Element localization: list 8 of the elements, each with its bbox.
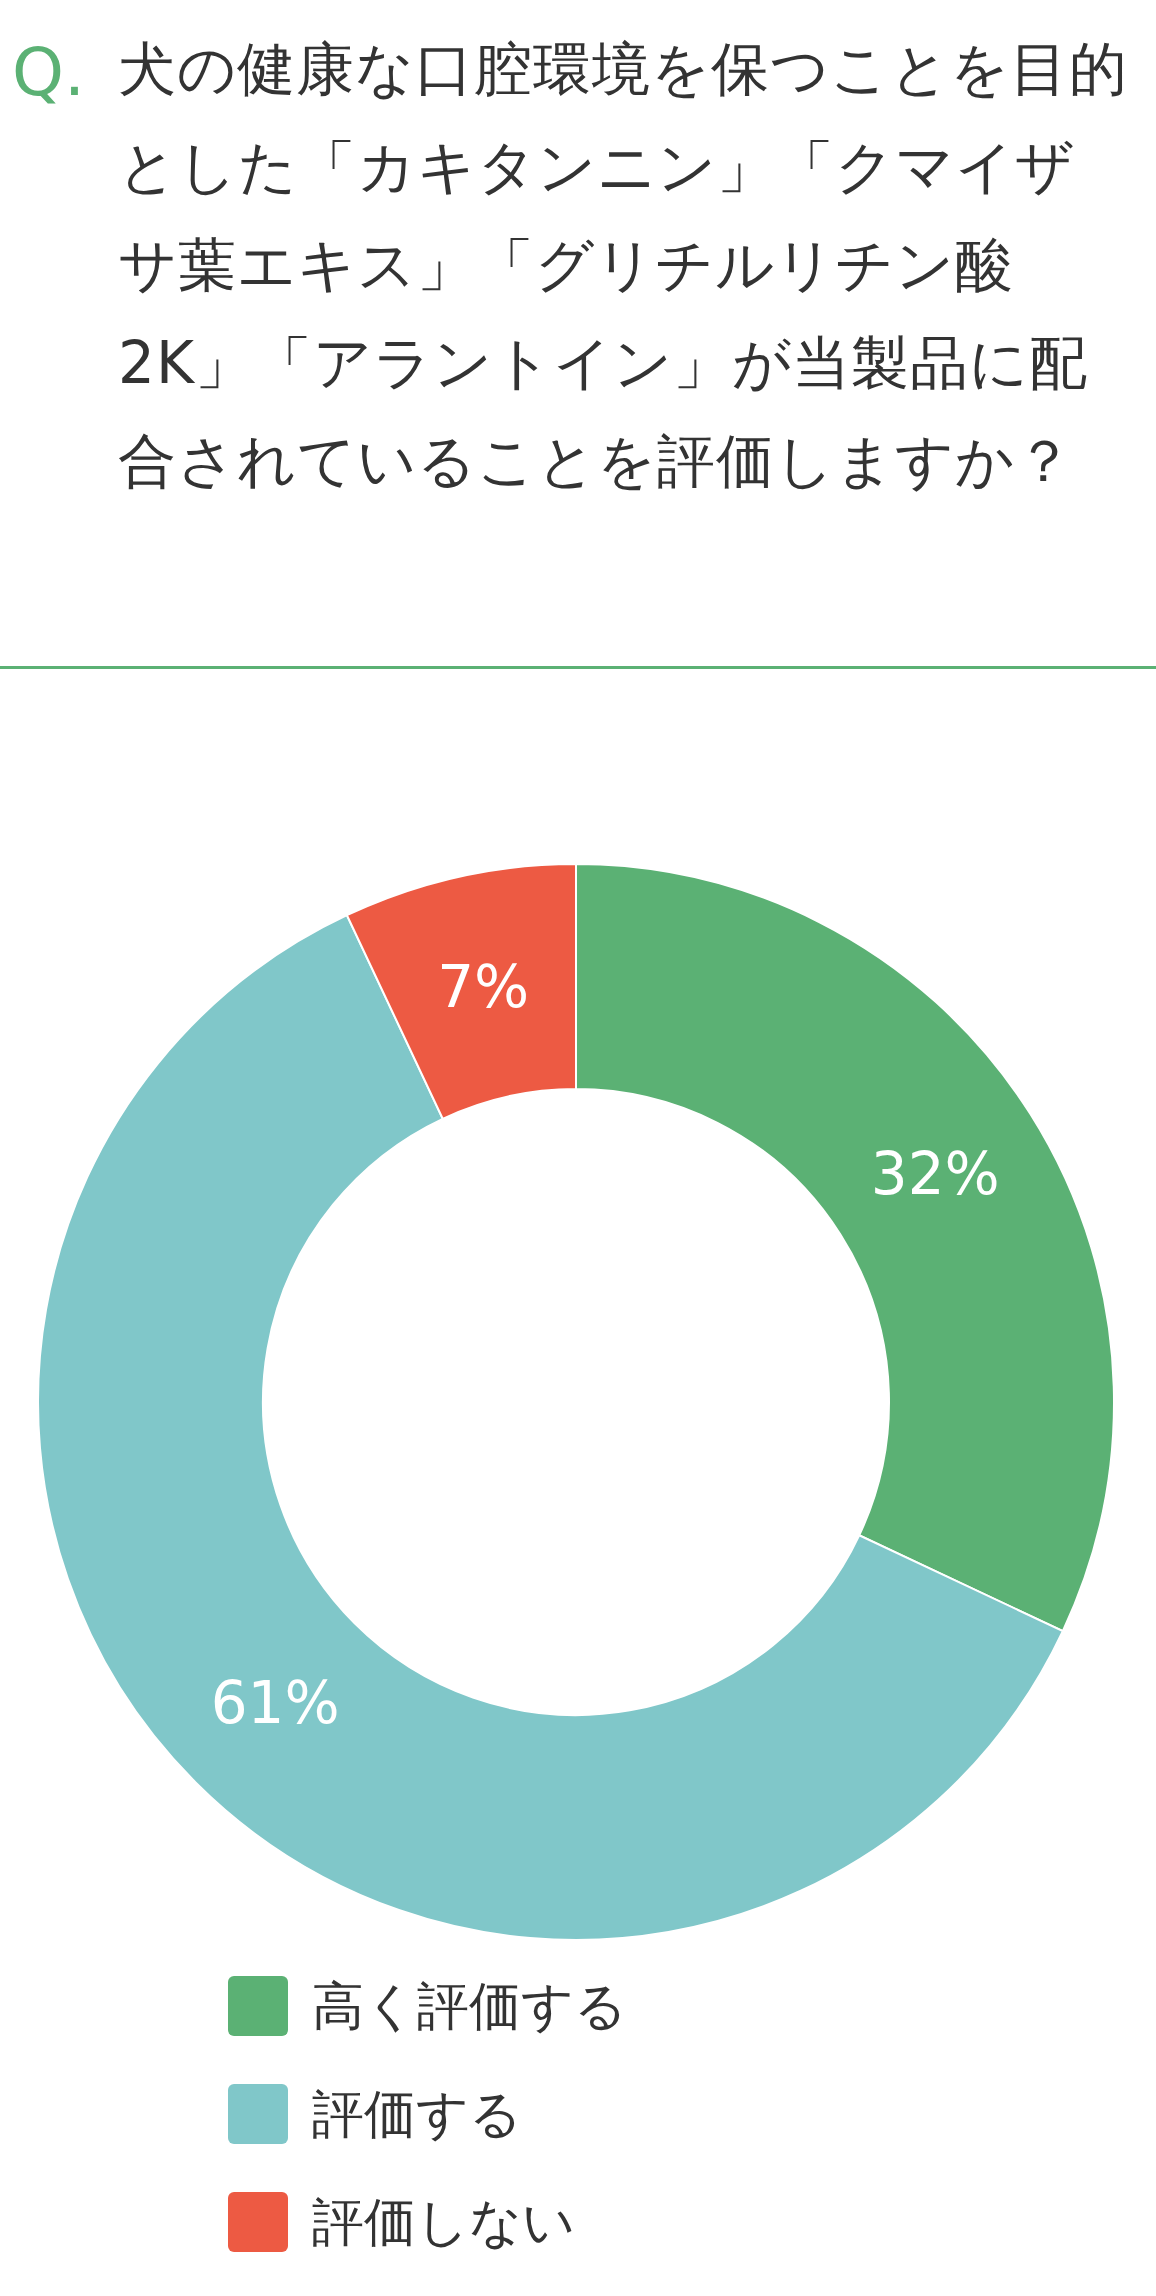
data-label: 7%	[437, 952, 530, 1021]
chart-title: 犬の健康な口腔環境を保つことを目的とした「カキタンニン」「クマイザサ葉エキス」「グリチルリチン酸 2K」「アラントイン」が当製品に配合されていることを評価しますか？	[118, 34, 1128, 497]
legend-label: 高く評価する	[312, 1976, 627, 2036]
text: Q.	[12, 33, 85, 113]
legend-label: 評価しない	[312, 2192, 575, 2252]
data-label: 32%	[870, 1140, 1000, 1209]
data-label: 61%	[210, 1668, 340, 1737]
legend-label: 評価する	[312, 2084, 522, 2144]
